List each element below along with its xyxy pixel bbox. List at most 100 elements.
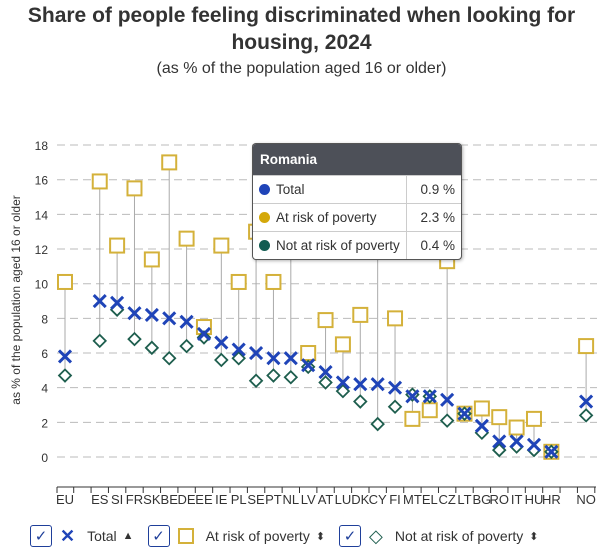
total-point <box>110 295 125 310</box>
x-tick-label: FR <box>126 492 143 507</box>
not-at-risk-point <box>283 370 299 385</box>
y-tick-label: 18 <box>35 139 49 153</box>
not-at-risk-point <box>387 399 403 415</box>
total-point <box>231 342 246 357</box>
y-axis-label: as % of the population aged 16 or older <box>9 195 23 404</box>
not-at-risk-point <box>179 338 194 354</box>
checkbox-checked-icon[interactable]: ✓ <box>30 525 52 547</box>
x-tick-label: LU <box>335 492 352 507</box>
chart-title: Share of people feeling discriminated wh… <box>27 4 576 54</box>
tooltip-label: Total <box>276 182 305 197</box>
not-at-risk-point <box>161 350 177 366</box>
x-tick-label: SI <box>111 492 123 507</box>
checkbox-checked-icon[interactable]: ✓ <box>147 525 170 547</box>
tooltip-row: Not at risk of poverty 0.4 % <box>253 231 461 259</box>
sort-icon[interactable]: ⬍ <box>529 530 539 543</box>
at-risk-point <box>525 410 542 427</box>
not-at-risk-point <box>491 442 507 458</box>
x-tick-label: LV <box>301 492 316 507</box>
y-tick-label: 12 <box>35 243 49 257</box>
at-risk-point <box>213 237 230 254</box>
risk-dot-icon <box>259 212 270 223</box>
x-tick-label: IE <box>215 492 228 507</box>
y-tick-label: 0 <box>41 451 48 465</box>
x-tick-label: HU <box>525 492 544 507</box>
x-tick-label: SE <box>247 492 265 507</box>
x-tick-label: CY <box>369 492 387 507</box>
x-tick-label: DK <box>351 492 369 507</box>
legend-label: At risk of poverty <box>205 528 310 544</box>
at-risk-point <box>109 237 126 254</box>
at-risk-point <box>57 273 73 290</box>
total-point <box>370 377 385 392</box>
at-risk-point <box>178 230 195 247</box>
at-risk-point <box>230 273 247 290</box>
legend-label: Total <box>87 528 117 544</box>
x-tick-label: PL <box>231 492 247 507</box>
at-risk-point <box>421 402 438 419</box>
tooltip-label: Not at risk of poverty <box>276 238 400 253</box>
x-tick-label: ES <box>91 492 109 507</box>
at-risk-point <box>300 345 317 362</box>
at-risk-point <box>473 400 490 417</box>
x-tick-label: NL <box>282 492 299 507</box>
legend-item-total[interactable]: ✓ ✕ Total ▲ <box>30 525 134 547</box>
total-point <box>440 392 455 407</box>
x-tick-label: DE <box>178 492 196 507</box>
x-tick-label: NO <box>576 492 596 507</box>
total-point <box>249 345 264 361</box>
sort-icon[interactable]: ⬍ <box>315 530 326 543</box>
not-at-risk-point <box>144 340 160 356</box>
tooltip-row: At risk of poverty 2.3 % <box>253 203 461 231</box>
at-risk-point <box>161 154 178 171</box>
x-tick-label: BG <box>472 492 491 507</box>
not-at-risk-point <box>335 383 351 399</box>
not-risk-dot-icon <box>259 240 270 251</box>
total-point <box>57 349 73 364</box>
x-tick-label: FI <box>389 492 401 507</box>
at-risk-point <box>508 419 525 436</box>
total-point <box>162 311 177 326</box>
legend-item-at-risk[interactable]: ✓ At risk of poverty ⬍ <box>147 525 326 547</box>
at-risk-point <box>334 336 351 353</box>
x-tick-label: EL <box>422 492 438 507</box>
tooltip-value: 0.9 % <box>420 182 455 197</box>
at-risk-point <box>143 251 160 268</box>
legend-item-not-at-risk[interactable]: ✓ ◇ Not at risk of poverty ⬍ <box>339 525 539 547</box>
total-point <box>335 375 350 390</box>
x-tick-label: EE <box>195 492 213 507</box>
total-point <box>544 444 559 459</box>
tooltip-row: Total 0.9 % <box>253 175 461 203</box>
y-tick-label: 16 <box>35 174 49 188</box>
at-risk-point <box>126 180 143 197</box>
total-point <box>301 358 316 373</box>
total-point <box>422 389 437 404</box>
diamond-marker-icon: ◇ <box>369 525 383 546</box>
sort-icon[interactable]: ▲ <box>122 530 134 542</box>
square-marker-icon <box>177 528 194 544</box>
chart-subtitle: (as % of the population aged 16 or older… <box>156 60 447 77</box>
legend: ✓ ✕ Total ▲ ✓ At risk of poverty ⬍ ✓ ◇ Not at r… <box>30 525 553 547</box>
total-point <box>526 437 542 452</box>
not-at-risk-point <box>92 333 108 349</box>
x-tick-label: BE <box>161 492 179 507</box>
tooltip-label: At risk of poverty <box>276 210 377 225</box>
x-tick-label: PT <box>265 492 282 507</box>
not-at-risk-point <box>127 331 142 347</box>
at-risk-point <box>491 409 508 426</box>
at-risk-point <box>387 310 404 327</box>
total-point <box>179 314 194 329</box>
x-tick-label: LT <box>457 492 471 507</box>
at-risk-point <box>265 273 282 290</box>
checkbox-checked-icon[interactable]: ✓ <box>339 525 362 547</box>
x-tick-label: MT <box>403 492 422 507</box>
x-tick-label: HR <box>542 492 561 507</box>
total-point <box>283 351 298 366</box>
not-at-risk-point <box>318 375 333 390</box>
total-point <box>457 406 472 421</box>
x-tick-label: AT <box>318 492 334 507</box>
total-point <box>387 380 403 395</box>
total-point <box>318 365 333 380</box>
total-point <box>92 293 107 309</box>
x-tick-label: CZ <box>438 492 455 507</box>
